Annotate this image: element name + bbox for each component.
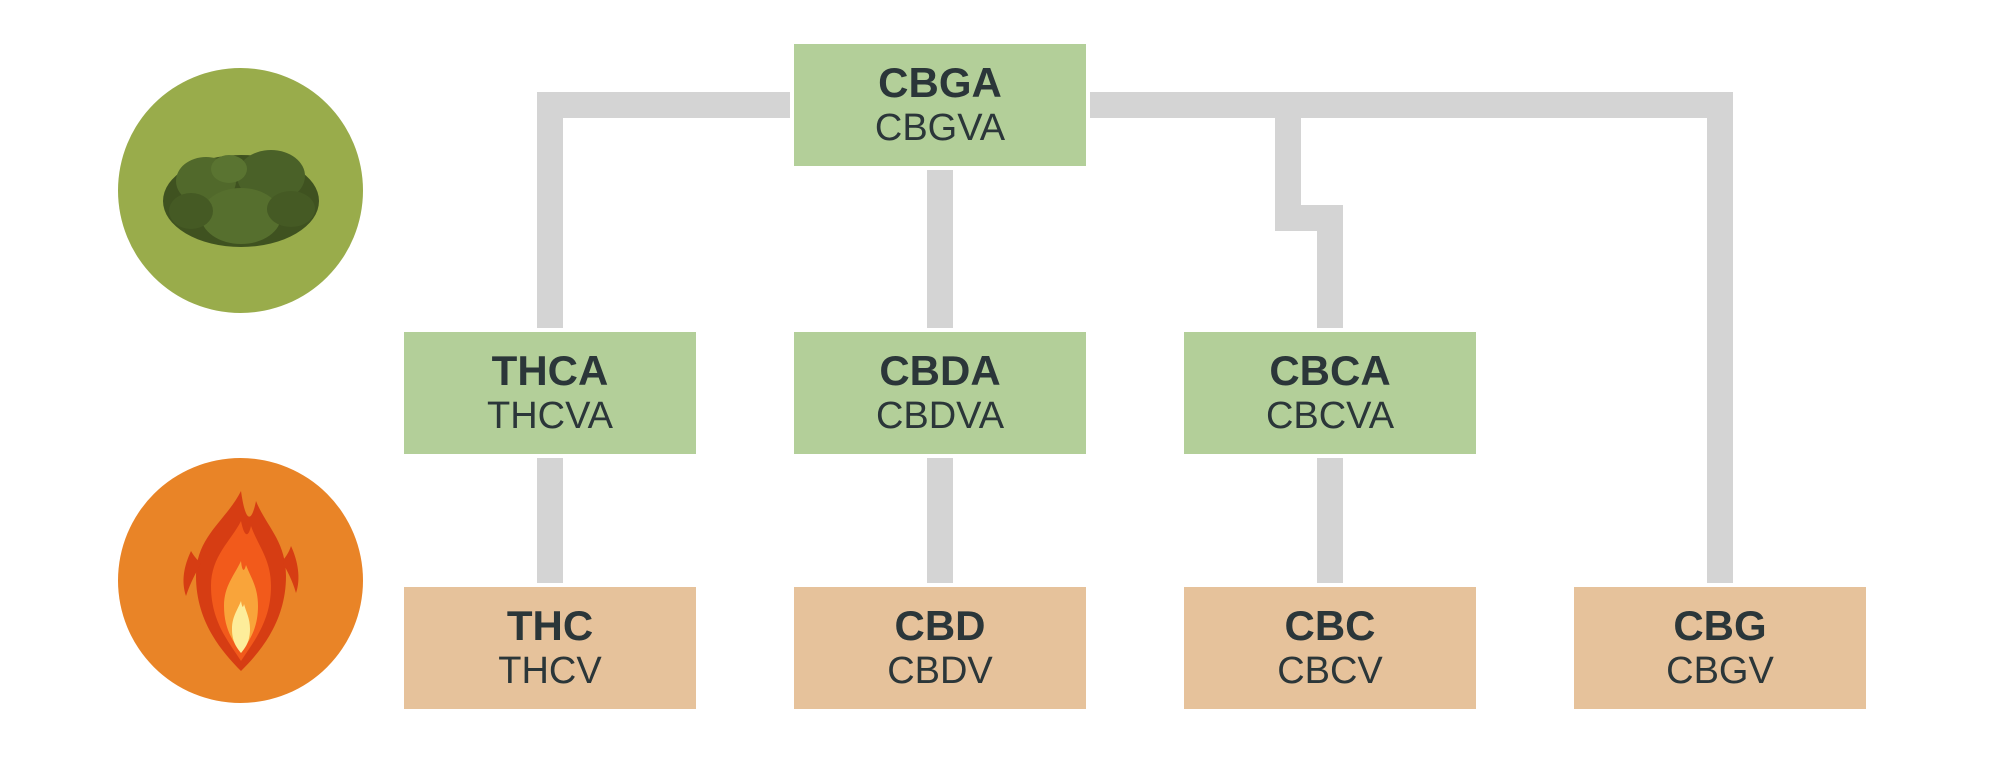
connector-c3-vstub xyxy=(1275,118,1301,231)
node-root: CBGA CBGVA xyxy=(790,40,1090,170)
node-thca-title: THCA xyxy=(492,347,609,395)
node-thc-sub: THCV xyxy=(498,650,601,694)
node-cbca-sub: CBCVA xyxy=(1266,395,1394,439)
connector-c2-top xyxy=(927,165,953,338)
node-cbg-title: CBG xyxy=(1673,602,1766,650)
connector-c1-top xyxy=(537,92,563,338)
node-cbc-title: CBC xyxy=(1285,602,1376,650)
fire-circle xyxy=(118,458,363,703)
node-root-title: CBGA xyxy=(878,59,1002,107)
node-cbda: CBDA CBDVA xyxy=(790,328,1090,458)
node-cbd-sub: CBDV xyxy=(887,650,993,694)
node-cbg-sub: CBGV xyxy=(1666,650,1774,694)
connector-c1-bot xyxy=(537,448,563,593)
node-cbg: CBG CBGV xyxy=(1570,583,1870,713)
node-cbca: CBCA CBCVA xyxy=(1180,328,1480,458)
node-cbda-sub: CBDVA xyxy=(876,395,1004,439)
connector-c4 xyxy=(1707,92,1733,593)
node-thc-title: THC xyxy=(507,602,593,650)
node-cbd-title: CBD xyxy=(895,602,986,650)
connector-top-bar xyxy=(537,92,1733,118)
node-thca-sub: THCVA xyxy=(487,395,613,439)
plant-icon xyxy=(151,121,331,261)
node-cbd: CBD CBDV xyxy=(790,583,1090,713)
connector-c3-top xyxy=(1317,205,1343,338)
connector-c3-bot xyxy=(1317,448,1343,593)
connector-c2-bot xyxy=(927,448,953,593)
fire-icon xyxy=(156,481,326,681)
node-cbc: CBC CBCV xyxy=(1180,583,1480,713)
node-cbca-title: CBCA xyxy=(1269,347,1390,395)
plant-circle xyxy=(118,68,363,313)
diagram-canvas: CBGA CBGVA THCA THCVA CBDA CBDVA CBCA CB… xyxy=(0,0,2000,778)
node-cbda-title: CBDA xyxy=(879,347,1000,395)
node-cbc-sub: CBCV xyxy=(1277,650,1383,694)
node-thca: THCA THCVA xyxy=(400,328,700,458)
node-root-sub: CBGVA xyxy=(875,107,1005,151)
node-thc: THC THCV xyxy=(400,583,700,713)
